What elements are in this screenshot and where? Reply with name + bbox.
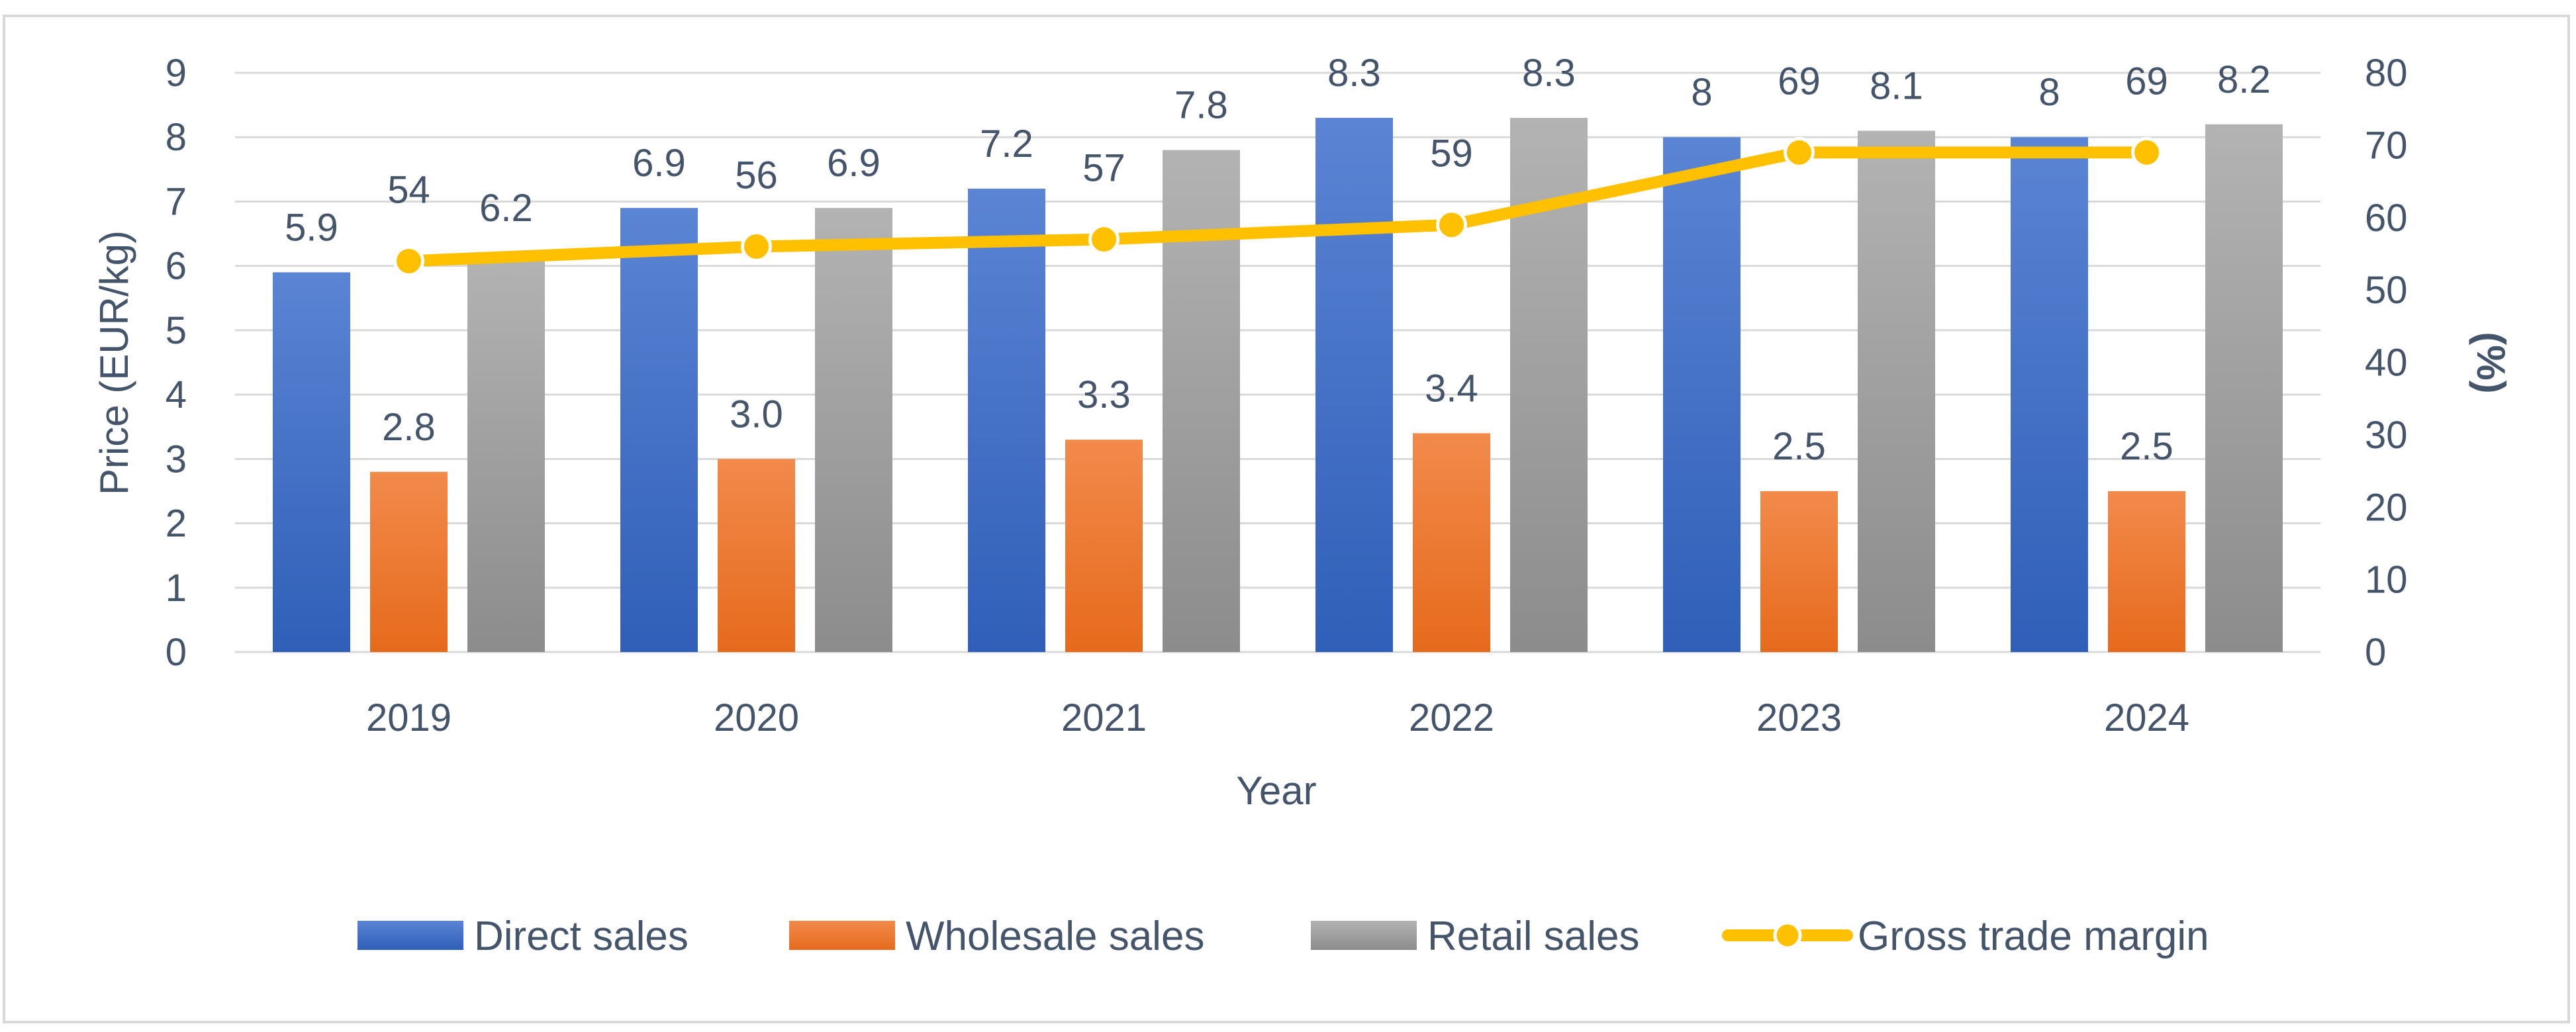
x-tick-label: 2021	[1061, 696, 1147, 739]
bar-retail-sales	[815, 208, 892, 653]
data-label-gross-trade-margin: 57	[1082, 147, 1125, 190]
legend-item-retail-sales[interactable]: Retail sales	[1311, 914, 1639, 959]
data-label-retail-sales: 8.1	[1870, 65, 1923, 108]
bar-direct-sales	[968, 189, 1045, 652]
y-axis-title: Price (EUR/kg)	[92, 230, 136, 495]
bars	[273, 118, 2283, 653]
y-tick-label: 6	[166, 245, 187, 288]
bar-wholesale-sales	[718, 459, 795, 652]
y2-tick-label: 20	[2365, 486, 2408, 529]
legend-swatch	[358, 921, 463, 950]
y2-axis-title: (%)	[2469, 332, 2513, 393]
legend[interactable]: Direct sales Wholesale sales Retail sales G…	[358, 914, 2209, 959]
legend-item-wholesale-sales[interactable]: Wholesale sales	[789, 914, 1204, 959]
y2-tick-label: 70	[2365, 124, 2408, 167]
bar-direct-sales	[620, 208, 698, 653]
x-tick-label: 2020	[714, 696, 799, 739]
y-tick-label: 2	[166, 502, 187, 545]
data-label-gross-trade-margin: 56	[735, 154, 778, 197]
bar-wholesale-sales	[1413, 433, 1490, 652]
data-label-gross-trade-margin: 69	[1778, 60, 1821, 103]
y-tick-label: 7	[166, 180, 187, 223]
y2-tick-label: 40	[2365, 342, 2408, 385]
data-labels: 5.9 6.9 7.2 8.3 8 8 2.8 3.0 3.3 3.4 2.5 2.5 6.2 6.9 7.…	[285, 52, 2271, 468]
bar-direct-sales	[1315, 118, 1393, 653]
data-label-wholesale-sales: 2.8	[382, 406, 436, 449]
bar-direct-sales	[1663, 137, 1741, 652]
y-tick-label: 3	[166, 438, 187, 481]
point-gross-trade-margin	[741, 231, 772, 262]
y2-tick-label: 10	[2365, 559, 2408, 602]
data-label-wholesale-sales: 2.5	[2120, 425, 2173, 468]
y-tick-label: 0	[166, 631, 187, 674]
bar-wholesale-sales	[2108, 491, 2185, 652]
y-tick-label: 8	[166, 116, 187, 159]
data-label-wholesale-sales: 2.5	[1772, 425, 1826, 468]
data-label-wholesale-sales: 3.3	[1077, 373, 1131, 416]
data-label-gross-trade-margin: 54	[387, 168, 430, 211]
bar-direct-sales	[2011, 137, 2088, 652]
bar-retail-sales	[2205, 124, 2283, 652]
line-gross-trade-margin	[403, 146, 2153, 267]
data-label-retail-sales: 6.2	[479, 187, 533, 230]
x-tick-label: 2019	[366, 696, 452, 739]
legend-marker	[1773, 921, 1802, 950]
y-tick-label: 1	[166, 567, 187, 610]
data-label-gross-trade-margin: 59	[1430, 132, 1473, 175]
point-gross-trade-margin	[2131, 136, 2162, 168]
bar-retail-sales	[1858, 130, 1935, 652]
data-label-direct-sales: 5.9	[285, 206, 338, 249]
x-tick-label: 2024	[2104, 696, 2189, 739]
y2-tick-label: 50	[2365, 269, 2408, 312]
y2-tick-label: 60	[2365, 197, 2408, 240]
gridlines	[235, 71, 2320, 653]
bar-wholesale-sales	[1760, 491, 1838, 652]
bar-wholesale-sales	[1065, 440, 1143, 652]
margin-line	[393, 136, 2162, 277]
bar-retail-sales	[1163, 150, 1240, 652]
x-tick-label: 2022	[1409, 696, 1494, 739]
bar-direct-sales	[273, 272, 350, 652]
data-label-gross-trade-margin: 69	[2125, 60, 2168, 103]
point-gross-trade-margin	[1436, 209, 1467, 241]
y2-tick-label: 80	[2365, 52, 2408, 95]
legend-item-direct-sales[interactable]: Direct sales	[358, 914, 689, 959]
data-label-wholesale-sales: 3.4	[1425, 367, 1478, 410]
y2-tick-label: 30	[2365, 414, 2408, 457]
data-label-retail-sales: 6.9	[827, 142, 881, 185]
legend-label: Gross trade margin	[1858, 914, 2209, 959]
data-label-retail-sales: 7.8	[1174, 84, 1228, 127]
legend-swatch	[1311, 921, 1417, 950]
x-tick-label: 2023	[1756, 696, 1842, 739]
point-gross-trade-margin	[1784, 136, 1815, 168]
y-tick-label: 9	[166, 52, 187, 95]
legend-item-gross-trade-margin[interactable]: Gross trade margin	[1722, 914, 2209, 959]
legend-label: Wholesale sales	[906, 914, 1204, 959]
legend-label: Retail sales	[1427, 914, 1639, 959]
data-label-wholesale-sales: 3.0	[730, 393, 783, 436]
point-gross-trade-margin	[1088, 224, 1120, 256]
data-label-direct-sales: 7.2	[980, 122, 1033, 165]
bar-retail-sales	[467, 253, 545, 652]
point-gross-trade-margin	[393, 245, 424, 277]
legend-label: Direct sales	[474, 914, 689, 959]
data-label-direct-sales: 8.3	[1327, 52, 1381, 95]
y2-tick-label: 0	[2365, 631, 2386, 674]
legend-swatch	[789, 921, 895, 950]
data-label-retail-sales: 8.2	[2217, 58, 2271, 101]
data-label-direct-sales: 8	[2038, 71, 2060, 114]
y-tick-label: 5	[166, 309, 187, 352]
data-label-retail-sales: 8.3	[1522, 52, 1576, 95]
data-label-direct-sales: 6.9	[632, 142, 686, 185]
data-label-direct-sales: 8	[1691, 71, 1712, 114]
y-tick-label: 4	[166, 373, 187, 416]
bar-wholesale-sales	[370, 471, 448, 652]
x-axis-title: Year	[1236, 769, 1316, 813]
